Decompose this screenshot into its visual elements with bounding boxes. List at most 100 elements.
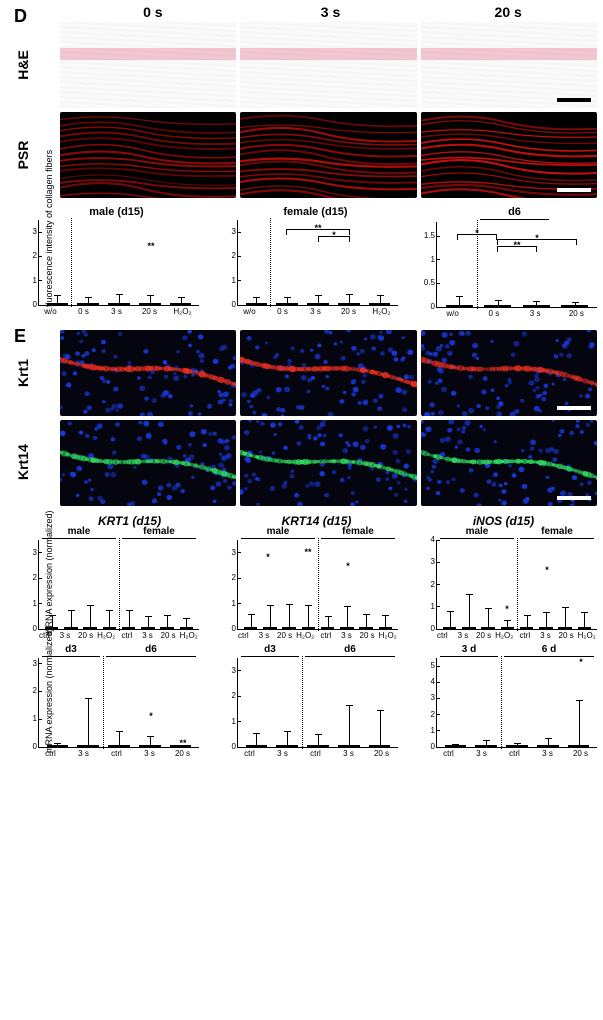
image-row-h&e: H&E <box>6 22 597 108</box>
image-row-krt1: Krt1 <box>6 330 597 416</box>
x-tick: ctrl <box>432 631 453 640</box>
x-tick: 3 s <box>515 309 556 318</box>
significance-star: * <box>346 561 350 571</box>
bar <box>333 745 364 747</box>
micrograph <box>60 420 236 506</box>
micrograph <box>60 330 236 416</box>
bar <box>81 627 100 629</box>
bar <box>165 303 196 305</box>
micrograph <box>240 330 416 416</box>
group-label: d6 <box>106 644 196 657</box>
bar <box>303 745 334 747</box>
bar <box>138 627 157 629</box>
scalebar <box>557 406 591 410</box>
x-tick: w/o <box>432 309 473 318</box>
group-label: male <box>440 526 514 539</box>
bar-chart: mRNA expression (normalized)0123malefema… <box>6 540 199 640</box>
x-tick: 3 s <box>299 307 332 316</box>
bar <box>134 745 165 747</box>
panel-e: E Krt1Krt14 KRT1 (d15)KRT14 (d15)iNOS (d… <box>6 324 597 758</box>
bar <box>440 627 459 629</box>
group-separator <box>302 656 303 749</box>
bar <box>440 305 479 307</box>
bar <box>42 745 73 747</box>
group-separator <box>71 218 72 307</box>
x-tick: ctrl <box>432 749 465 758</box>
x-tick: 0 s <box>67 307 100 316</box>
x-tick: H₂O₂ <box>166 307 199 316</box>
x-tick: H₂O₂ <box>576 631 597 640</box>
bar <box>241 627 260 629</box>
scalebar <box>557 496 591 500</box>
bar <box>272 303 303 305</box>
x-tick: 20 s <box>556 309 597 318</box>
x-tick: H₂O₂ <box>96 631 117 640</box>
bar <box>364 745 395 747</box>
bar <box>104 303 135 305</box>
x-tick: 20 s <box>274 631 295 640</box>
micrograph <box>240 420 416 506</box>
scalebar <box>557 188 591 192</box>
x-tick: 3 s <box>453 631 474 640</box>
bar <box>333 303 364 305</box>
bar <box>556 305 595 307</box>
time-header: 3 s <box>242 4 420 20</box>
bar <box>280 627 299 629</box>
bar <box>479 627 498 629</box>
bar <box>563 745 594 747</box>
bar <box>272 745 303 747</box>
group-separator <box>103 656 104 749</box>
bar-chart: fluorescence intensity of collagen fiber… <box>6 206 199 318</box>
x-tick: ctrl <box>316 631 337 640</box>
bar <box>100 627 119 629</box>
x-tick: 3 s <box>535 631 556 640</box>
group-label: female <box>321 526 395 539</box>
x-tick: 3 s <box>137 631 158 640</box>
group-separator <box>501 656 502 749</box>
bar-chart: 0123453 d6 d*ctrl3 sctrl3 s20 s <box>404 658 597 758</box>
micrograph <box>421 420 597 506</box>
row-label: Krt1 <box>15 356 31 390</box>
group-label: 3 d <box>440 644 498 657</box>
bar <box>299 627 318 629</box>
x-tick: 20 s <box>166 749 199 758</box>
micrograph <box>421 112 597 198</box>
bar <box>134 303 165 305</box>
panel-d: D 0 s3 s20 s H&EPSR fluorescence intensi… <box>6 4 597 318</box>
bar <box>73 745 104 747</box>
group-label: male <box>241 526 315 539</box>
x-tick: 3 s <box>133 749 166 758</box>
group-label: d3 <box>42 644 100 657</box>
bar <box>104 745 135 747</box>
x-tick: 3 s <box>332 749 365 758</box>
group-label: male <box>42 526 116 539</box>
x-tick: 20 s <box>564 749 597 758</box>
bar <box>318 627 337 629</box>
group-separator <box>119 538 120 631</box>
significance-star: ** <box>314 223 321 233</box>
bar-chart: mRNA expression (normalized)0123d3d6***c… <box>6 658 199 758</box>
bar <box>440 745 471 747</box>
micrograph <box>60 22 236 108</box>
x-tick: 20 s <box>133 307 166 316</box>
significance-star: * <box>266 552 270 562</box>
row-label: Krt14 <box>15 446 31 480</box>
x-tick: 3 s <box>67 749 100 758</box>
significance-star: * <box>505 604 509 614</box>
scalebar <box>557 98 591 102</box>
bar <box>73 303 104 305</box>
bar <box>498 627 517 629</box>
x-tick: 3 s <box>531 749 564 758</box>
x-tick: 3 s <box>336 631 357 640</box>
bar <box>532 745 563 747</box>
significance-star: * <box>332 230 336 240</box>
x-tick: 20 s <box>75 631 96 640</box>
micrograph <box>240 112 416 198</box>
time-headers: 0 s3 s20 s <box>64 4 597 20</box>
bar <box>119 627 138 629</box>
x-tick: 0 s <box>266 307 299 316</box>
significance-star: * <box>579 657 583 667</box>
bar <box>61 627 80 629</box>
micrograph <box>60 112 236 198</box>
x-tick: 3 s <box>465 749 498 758</box>
